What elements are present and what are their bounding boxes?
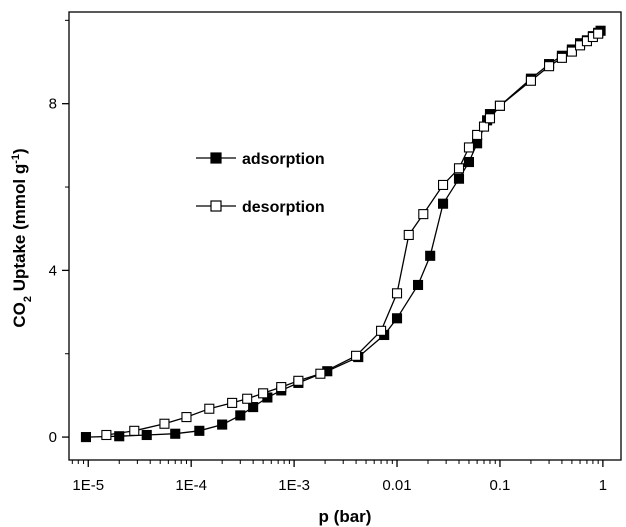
data-point-adsorption [194, 425, 205, 436]
legend-label-adsorption: adsorption [242, 151, 325, 168]
data-point-desorption [566, 46, 577, 57]
data-point-desorption [101, 429, 112, 441]
data-point-desorption [376, 325, 387, 336]
data-point-adsorption [248, 402, 259, 413]
data-point-desorption [293, 375, 304, 386]
data-point-desorption [258, 388, 269, 399]
legend-marker-desorption [210, 200, 222, 212]
y-axis: 0 4 8 [49, 19, 69, 446]
data-point-desorption [453, 163, 465, 174]
x-axis: 1E-5 1E-4 1E-3 0.01 0.1 1 [71, 460, 607, 494]
data-point-desorption [204, 403, 215, 414]
data-point-adsorption [217, 419, 228, 430]
data-point-desorption [478, 121, 490, 132]
data-point-adsorption [391, 313, 403, 324]
y-tick-label: 4 [49, 262, 57, 279]
x-tick-label: 0.1 [490, 477, 511, 494]
data-point-desorption [593, 28, 604, 39]
data-point-desorption [351, 350, 362, 361]
data-point-desorption [418, 209, 429, 220]
x-tick-label: 1E-4 [175, 477, 207, 494]
data-point-desorption [159, 418, 170, 429]
data-point-desorption [472, 129, 483, 140]
data-point-adsorption [412, 279, 424, 291]
legend-label-desorption: desorption [242, 199, 325, 216]
data-point-adsorption [80, 432, 92, 443]
y-tick-label: 0 [49, 429, 57, 446]
data-point-desorption [403, 229, 414, 241]
data-point-desorption [556, 52, 567, 63]
x-tick-label: 0.01 [382, 477, 411, 494]
x-tick-label: 1E-5 [72, 477, 104, 494]
legend: adsorption desorption [196, 151, 325, 216]
data-point-desorption [544, 61, 555, 72]
data-point-desorption [463, 142, 475, 153]
series-markers [80, 25, 606, 443]
legend-item-adsorption: adsorption [196, 151, 325, 168]
data-point-desorption [494, 100, 506, 111]
legend-item-desorption: desorption [196, 199, 325, 216]
data-point-adsorption [235, 410, 246, 421]
x-axis-title: p (bar) [319, 507, 372, 526]
data-point-desorption [276, 382, 287, 393]
x-tick-label: 1E-3 [278, 477, 310, 494]
plot-frame [68, 11, 622, 461]
legend-marker-adsorption [210, 152, 222, 164]
data-point-adsorption [114, 431, 125, 442]
data-point-desorption [242, 393, 253, 404]
x-tick-label: 1 [599, 477, 607, 494]
data-point-desorption [438, 179, 449, 190]
y-axis-title: CO2 Uptake (mmol g-1) [10, 148, 34, 327]
data-point-adsorption [425, 250, 436, 261]
data-point-desorption [129, 425, 140, 436]
data-point-adsorption [141, 429, 152, 441]
data-point-adsorption [170, 428, 181, 439]
data-point-desorption [391, 288, 403, 299]
data-point-desorption [525, 75, 536, 86]
data-point-desorption [181, 412, 192, 423]
data-point-adsorption [453, 173, 465, 184]
data-point-adsorption [438, 198, 449, 209]
data-point-desorption [484, 113, 496, 124]
data-point-desorption [315, 368, 326, 379]
y-tick-label: 8 [49, 96, 57, 113]
data-point-desorption [227, 397, 238, 408]
data-point-adsorption [463, 156, 475, 168]
